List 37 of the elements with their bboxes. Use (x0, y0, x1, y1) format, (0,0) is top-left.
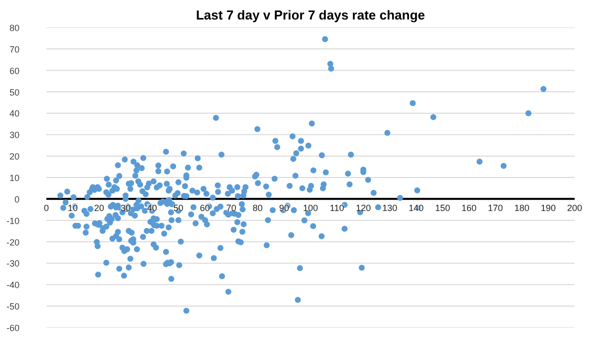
x-tick-label: 50 (173, 202, 184, 213)
y-tick-label: 10 (9, 173, 20, 183)
x-tick-label: 10 (68, 202, 78, 213)
y-tick-label: 40 (9, 108, 20, 119)
y-tick-label: -40 (6, 280, 20, 290)
x-tick-label: 160 (461, 202, 477, 213)
x-tick-label: 70 (226, 202, 236, 213)
x-tick-label: 130 (382, 202, 398, 213)
y-tick-label: -30 (6, 258, 20, 269)
x-tick-label: 200 (567, 202, 582, 213)
y-tick-label: -20 (6, 237, 20, 248)
x-tick-label: 180 (514, 202, 530, 213)
y-tick-label: -10 (6, 216, 20, 226)
y-tick-label: 60 (9, 66, 20, 76)
y-tick-label: 0 (14, 194, 20, 204)
x-tick-label: 170 (488, 202, 503, 213)
x-tick-label: 120 (356, 202, 371, 213)
y-tick-label: 50 (9, 87, 20, 98)
x-tick-label: 140 (408, 202, 424, 213)
x-tick-label: 20 (94, 202, 104, 213)
y-tick-label: -60 (6, 323, 20, 333)
x-tick-label: 40 (147, 202, 158, 213)
chart-title: Last 7 day v Prior 7 days rate change (196, 8, 426, 22)
x-tick-label: 110 (330, 202, 344, 213)
y-tick-label: 80 (9, 23, 20, 33)
x-tick-label: 100 (302, 202, 318, 213)
y-tick-label: 30 (9, 130, 20, 140)
x-tick-label: 0 (44, 202, 49, 213)
x-tick-label: 190 (540, 202, 556, 213)
x-tick-label: 90 (279, 202, 290, 213)
x-tick-label: 150 (435, 202, 450, 213)
y-tick-label: -50 (6, 302, 20, 312)
x-tick-label: 80 (252, 202, 263, 213)
x-tick-label: 60 (200, 202, 210, 213)
x-tick-label: 30 (120, 202, 131, 213)
y-tick-label: 20 (9, 152, 20, 162)
y-tick-label: 70 (9, 44, 20, 54)
